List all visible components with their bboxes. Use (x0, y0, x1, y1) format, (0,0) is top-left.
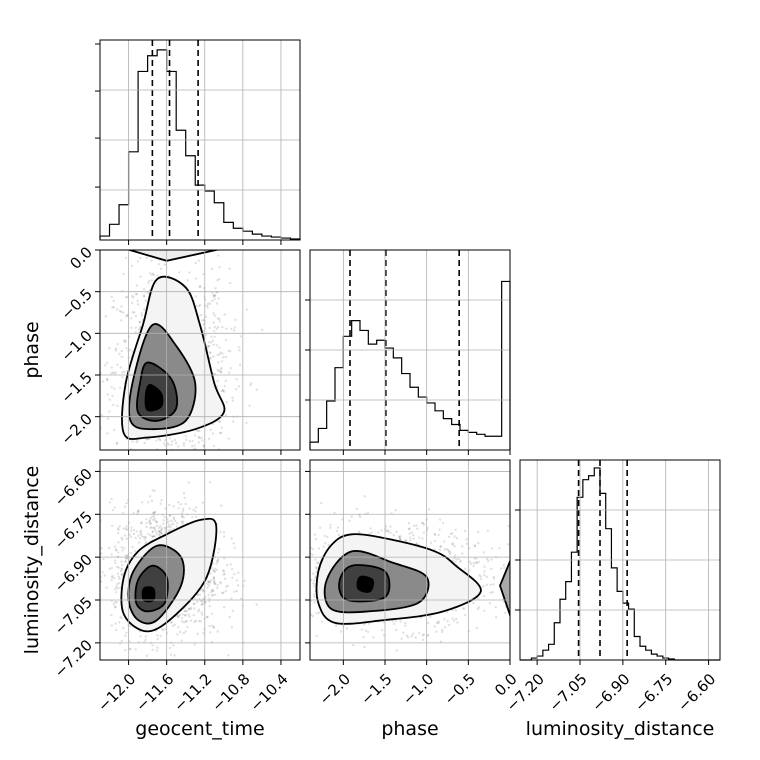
x-tick-label-geocent_time: −12.0 (94, 670, 139, 715)
histogram-phase (309, 280, 511, 450)
mode-marker (364, 578, 373, 587)
x-tick-label-geocent_time: −11.2 (170, 670, 215, 715)
panel-frame-2-1 (309, 459, 511, 661)
y-axis-label-phase: phase (21, 321, 43, 378)
contour-level-1 (338, 564, 391, 603)
x-tick-label-geocent_time: −10.4 (246, 670, 291, 715)
contour-level-3 (121, 275, 226, 440)
y-tick-label-luminosity_distance: −6.90 (51, 550, 96, 595)
histogram-luminosity_distance (520, 467, 720, 661)
y-axis-label-luminosity_distance: luminosity_distance (21, 466, 43, 655)
y-tick-label-phase: 0.0 (66, 243, 96, 273)
x-tick-label-phase: −1.0 (399, 670, 437, 708)
panel-frame-0-0 (99, 39, 301, 241)
y-tick-label-luminosity_distance: −6.75 (51, 508, 96, 553)
contour-level-2 (323, 550, 430, 614)
x-tick-label-luminosity_distance: −7.05 (546, 670, 591, 715)
panel-frame-2-0 (99, 459, 301, 661)
x-tick-label-phase: −0.5 (441, 670, 479, 708)
x-axis-label-phase: phase (381, 718, 438, 740)
x-axis-label-luminosity_distance: luminosity_distance (526, 718, 715, 740)
x-tick-label-luminosity_distance: −6.60 (674, 670, 719, 715)
y-tick-label-luminosity_distance: −7.20 (51, 636, 96, 681)
contour-level-2 (128, 323, 197, 431)
y-tick-label-phase: −1.0 (58, 327, 96, 365)
x-tick-label-luminosity_distance: −6.75 (631, 670, 676, 715)
mode-marker (148, 396, 157, 404)
x-axis-label-geocent_time: geocent_time (135, 718, 264, 740)
y-tick-label-phase: −2.0 (58, 410, 96, 448)
panel-frame-1-0 (99, 249, 301, 451)
x-tick-label-phase: −2.0 (316, 670, 354, 708)
y-tick-label-luminosity_distance: −7.05 (51, 593, 96, 638)
x-tick-label-geocent_time: −11.6 (132, 670, 177, 715)
histogram-geocent_time (99, 49, 301, 240)
contour-level-0 (144, 384, 164, 412)
contour-level-1 (136, 361, 179, 422)
y-tick-label-luminosity_distance: −6.60 (51, 465, 96, 510)
edge-contour-1 (499, 558, 510, 618)
y-tick-label-phase: −1.5 (58, 368, 96, 406)
contour-level-3 (120, 517, 218, 633)
contour-level-3 (315, 533, 482, 625)
x-tick-label-luminosity_distance: −6.90 (588, 670, 633, 715)
contour-level-0 (356, 575, 375, 593)
y-tick-label-phase: −0.5 (58, 285, 96, 323)
mode-marker (143, 590, 152, 599)
contours-phase-luminosity_distance (315, 533, 510, 625)
contour-level-2 (127, 544, 185, 625)
x-tick-label-phase: −1.5 (357, 670, 395, 708)
x-tick-label-geocent_time: −10.8 (208, 670, 253, 715)
